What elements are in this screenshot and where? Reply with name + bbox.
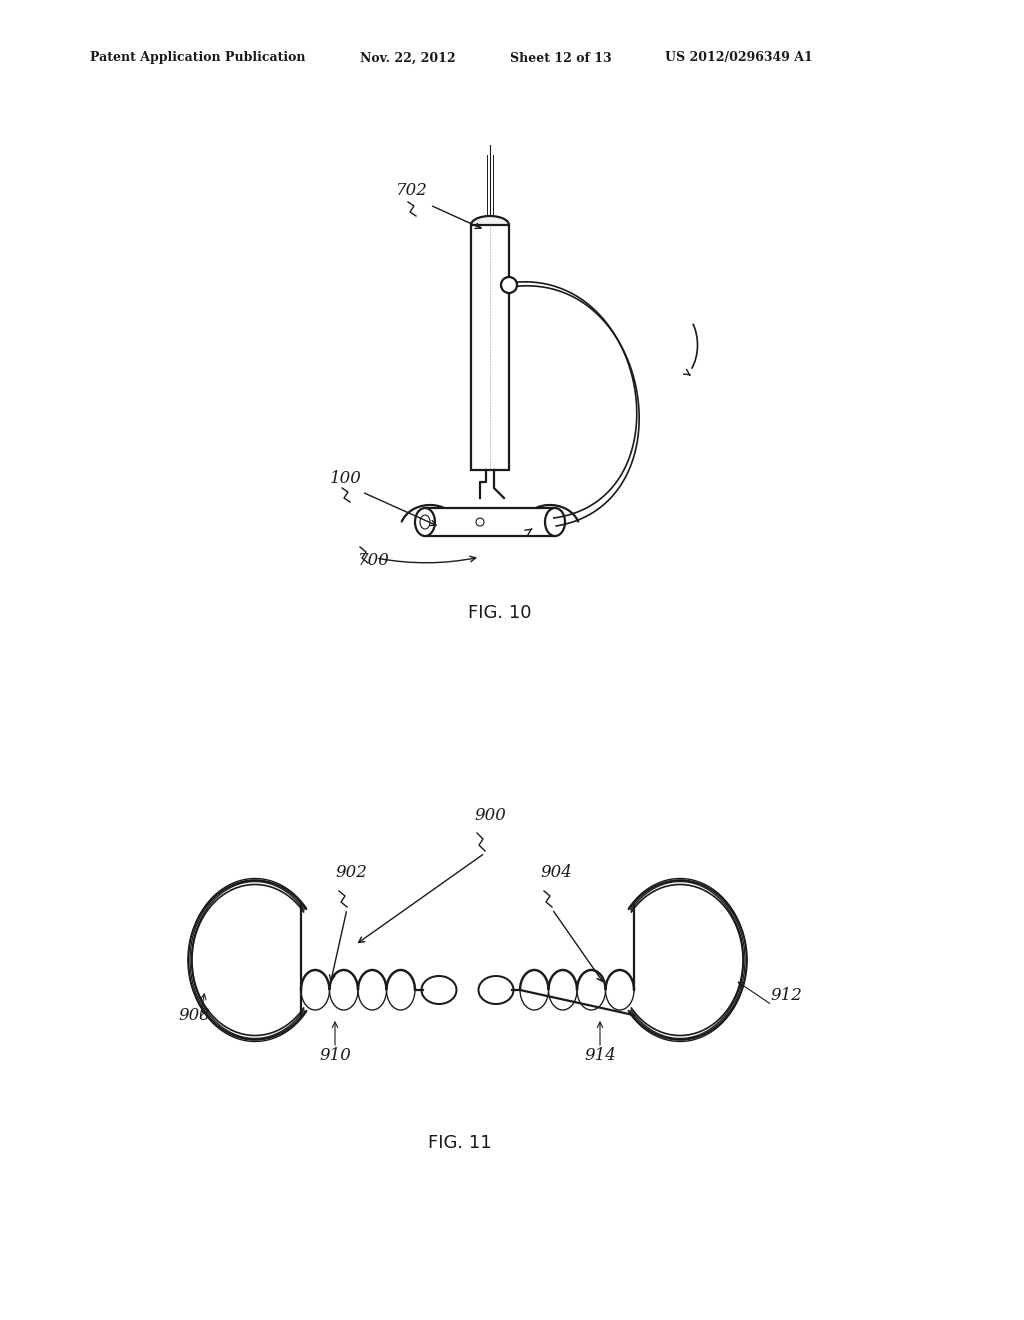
Circle shape xyxy=(501,277,517,293)
Text: 908: 908 xyxy=(178,1007,210,1024)
Text: FIG. 11: FIG. 11 xyxy=(428,1134,492,1152)
Text: 100: 100 xyxy=(330,470,361,487)
Text: 910: 910 xyxy=(319,1047,351,1064)
Text: 904: 904 xyxy=(540,865,571,880)
Text: 912: 912 xyxy=(770,987,802,1005)
Text: 902: 902 xyxy=(335,865,367,880)
Bar xyxy=(425,508,555,536)
Text: Nov. 22, 2012: Nov. 22, 2012 xyxy=(360,51,456,65)
Text: Patent Application Publication: Patent Application Publication xyxy=(90,51,305,65)
Text: US 2012/0296349 A1: US 2012/0296349 A1 xyxy=(665,51,813,65)
Text: 700: 700 xyxy=(358,552,390,569)
Text: Sheet 12 of 13: Sheet 12 of 13 xyxy=(510,51,611,65)
Bar xyxy=(471,224,509,470)
Ellipse shape xyxy=(415,508,435,536)
Text: FIG. 10: FIG. 10 xyxy=(468,605,531,622)
Text: 702: 702 xyxy=(396,182,428,199)
Ellipse shape xyxy=(545,508,565,536)
Text: 900: 900 xyxy=(474,807,506,824)
Text: 914: 914 xyxy=(584,1047,616,1064)
Ellipse shape xyxy=(471,216,509,234)
